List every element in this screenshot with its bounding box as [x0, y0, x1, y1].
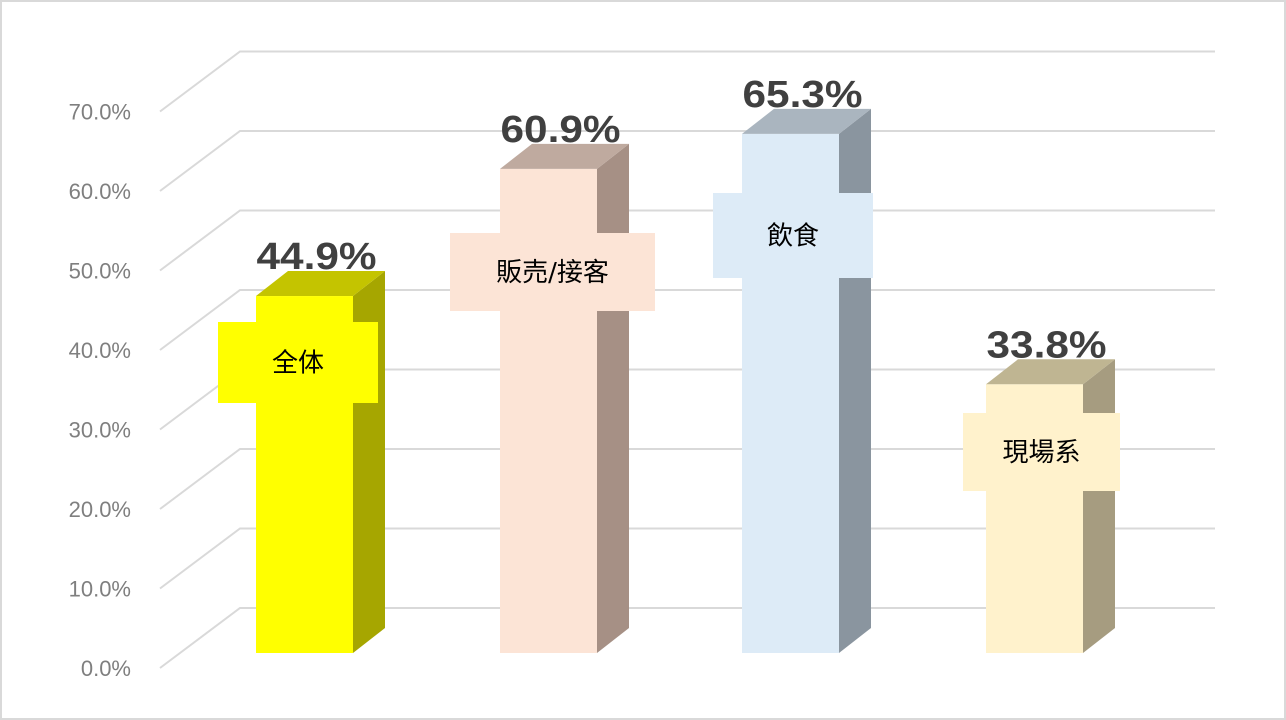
data-label: 33.8%: [987, 324, 1107, 366]
y-tick-label: 50.0%: [69, 259, 131, 284]
category-label: 飲食: [767, 222, 819, 252]
gridline: [159, 448, 1215, 510]
category-label-box: [713, 193, 873, 278]
category-label-box: [963, 413, 1120, 491]
y-tick-label: 30.0%: [69, 418, 131, 443]
category-label-box: [450, 233, 655, 311]
gridline: [159, 607, 1215, 669]
gridline: [159, 130, 1215, 192]
category-label-box: [218, 322, 378, 403]
data-label: 44.9%: [257, 236, 377, 278]
bar-side: [839, 108, 871, 654]
bar-2: 飲食 65.3%: [713, 74, 873, 654]
bar-0: 全体 44.9%: [218, 236, 385, 653]
y-tick-label: 40.0%: [69, 338, 131, 363]
gridline: [159, 289, 1215, 351]
bar-side: [1083, 359, 1115, 653]
y-tick-label: 70.0%: [69, 100, 131, 125]
gridline: [159, 50, 1215, 113]
category-label: 全体: [272, 349, 324, 379]
bar-3: 現場系 33.8%: [963, 324, 1120, 653]
gridline: [159, 209, 1215, 272]
y-tick-label: 0.0%: [81, 656, 131, 681]
bar-top: [986, 359, 1115, 385]
category-label: 販売/接客: [496, 258, 609, 288]
bar-top: [500, 143, 629, 169]
category-label: 現場系: [1002, 438, 1080, 468]
bar-side: [597, 143, 629, 653]
data-label: 60.9%: [501, 109, 621, 151]
y-tick-label: 60.0%: [69, 179, 131, 204]
y-tick-label: 20.0%: [69, 497, 131, 522]
gridline: [159, 527, 1215, 590]
bar-top: [256, 271, 385, 297]
bar-top: [742, 108, 871, 134]
data-label: 65.3%: [743, 74, 863, 116]
bar-1: 販売/接客 60.9%: [450, 109, 655, 653]
y-tick-label: 10.0%: [69, 577, 131, 602]
